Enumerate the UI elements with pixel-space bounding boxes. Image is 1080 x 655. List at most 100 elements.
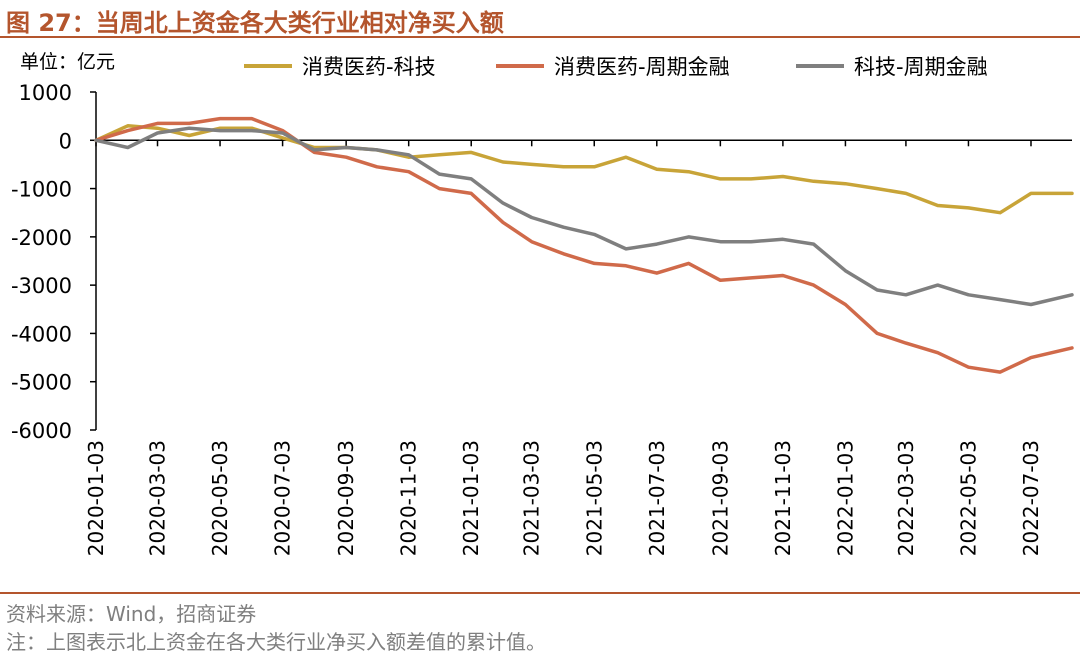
data-point [904,341,908,345]
x-tick-label: 2022-05-03 [956,440,980,556]
x-tick-label: 2020-09-03 [334,440,358,556]
x-axis: 2020-01-03 2020-03-03 2020-05-03 2020-07-03… [84,139,1072,556]
data-point [624,156,628,159]
footnote: 注：上图表示北上资金在各大类行业净买入额差值的累计值。 [6,630,546,654]
data-point [470,177,473,181]
data-point [687,262,690,265]
data-point [188,134,191,137]
data-point [999,370,1002,374]
data-point [624,264,628,267]
data-point [936,283,939,287]
data-point [812,242,815,246]
legend-label: 科技-周期金融 [854,55,988,79]
data-point [345,146,348,149]
data-point [936,351,939,354]
data-point [749,177,753,181]
data-point [407,170,410,173]
legend-item-3: 科技-周期金融 [796,55,988,79]
data-point [530,240,533,243]
data-point [562,252,565,255]
x-tick-label: 2020-05-03 [208,440,232,556]
data-point [501,201,505,205]
data-point [156,131,159,135]
data-point [313,148,316,152]
data-point [967,366,970,369]
x-tick-label: 2022-07-03 [1019,440,1043,556]
series-line-2 [94,116,1074,374]
data-point [781,274,785,277]
legend: 消费医药-科技 消费医药-周期金融 科技-周期金融 [244,55,988,79]
data-point [844,303,847,306]
x-tick-label: 2020-01-03 [84,440,108,556]
data-point [904,192,908,195]
data-point [156,122,159,125]
bottom-rule [0,592,1080,594]
data-point [530,163,533,166]
data-point [562,165,565,168]
data-point [593,165,596,168]
y-tick-label: -4000 [11,322,72,346]
x-tick-label: 2021-11-03 [771,440,795,556]
data-point [562,226,565,229]
data-point [126,124,129,128]
data-point [530,216,533,219]
data-point [438,187,441,190]
data-point [126,129,129,132]
legend-item-2: 消费医药-周期金融 [496,55,730,79]
data-point [936,204,939,207]
data-point [501,160,505,164]
data-point [407,153,410,156]
data-point [655,271,658,275]
data-point [1029,356,1033,359]
data-point [687,170,690,173]
data-point [1070,293,1074,296]
data-point [375,148,379,152]
data-point [345,156,348,159]
data-point [999,211,1002,214]
x-tick-label: 2022-03-03 [894,440,918,556]
y-tick-label: -1000 [11,178,72,202]
data-point [218,117,222,120]
y-tick-label: -6000 [11,419,72,443]
data-point [749,276,753,280]
series-line-3 [94,126,1074,307]
data-point [844,182,847,185]
data-point [593,262,596,265]
data-point [687,235,690,239]
title-rule [0,36,1080,38]
data-point [1070,346,1074,350]
data-point [470,192,473,195]
x-tick-label: 2021-03-03 [520,440,544,556]
data-point [250,127,253,130]
x-tick-label: 2020-07-03 [271,440,295,556]
data-point [655,242,658,246]
data-point [719,240,722,243]
data-point [281,131,284,135]
data-point [876,332,879,335]
data-point [844,269,847,272]
data-point [812,180,815,183]
data-point [1029,303,1033,306]
data-point [470,151,473,154]
legend-label: 消费医药-科技 [302,55,436,79]
data-point [749,240,753,243]
y-tick-label: -5000 [11,371,72,395]
data-point [999,298,1002,301]
data-point [375,165,379,168]
data-point [655,168,658,171]
data-point [1029,192,1033,195]
x-tick-label: 2021-01-03 [459,440,483,556]
data-point [126,146,129,149]
x-tick-label: 2020-11-03 [397,440,421,556]
data-point [719,177,722,181]
data-point [624,247,628,251]
unit-label: 单位：亿元 [20,51,115,73]
data-point [781,238,785,241]
data-point [188,127,191,130]
data-point [94,139,98,142]
figure-title: 图 27：当周北上资金各大类行业相对净买入额 [6,9,504,37]
series-line-1 [94,124,1074,215]
y-tick-label: -2000 [11,226,72,250]
x-tick-label: 2022-01-03 [833,440,857,556]
data-point [156,127,159,130]
